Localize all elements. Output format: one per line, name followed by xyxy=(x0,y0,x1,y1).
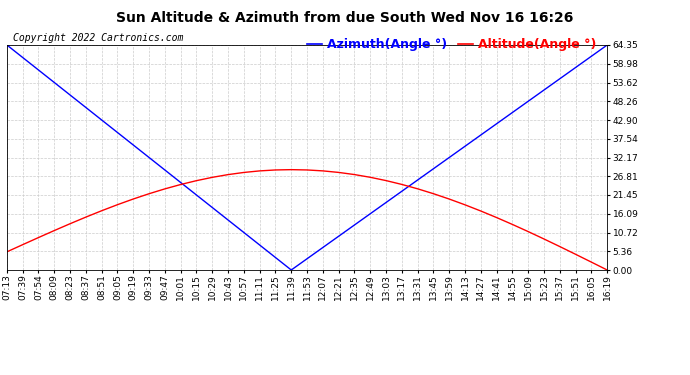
Text: Copyright 2022 Cartronics.com: Copyright 2022 Cartronics.com xyxy=(13,33,184,43)
Text: Sun Altitude & Azimuth from due South Wed Nov 16 16:26: Sun Altitude & Azimuth from due South We… xyxy=(117,11,573,25)
Legend: Azimuth(Angle °), Altitude(Angle °): Azimuth(Angle °), Altitude(Angle °) xyxy=(302,33,601,56)
